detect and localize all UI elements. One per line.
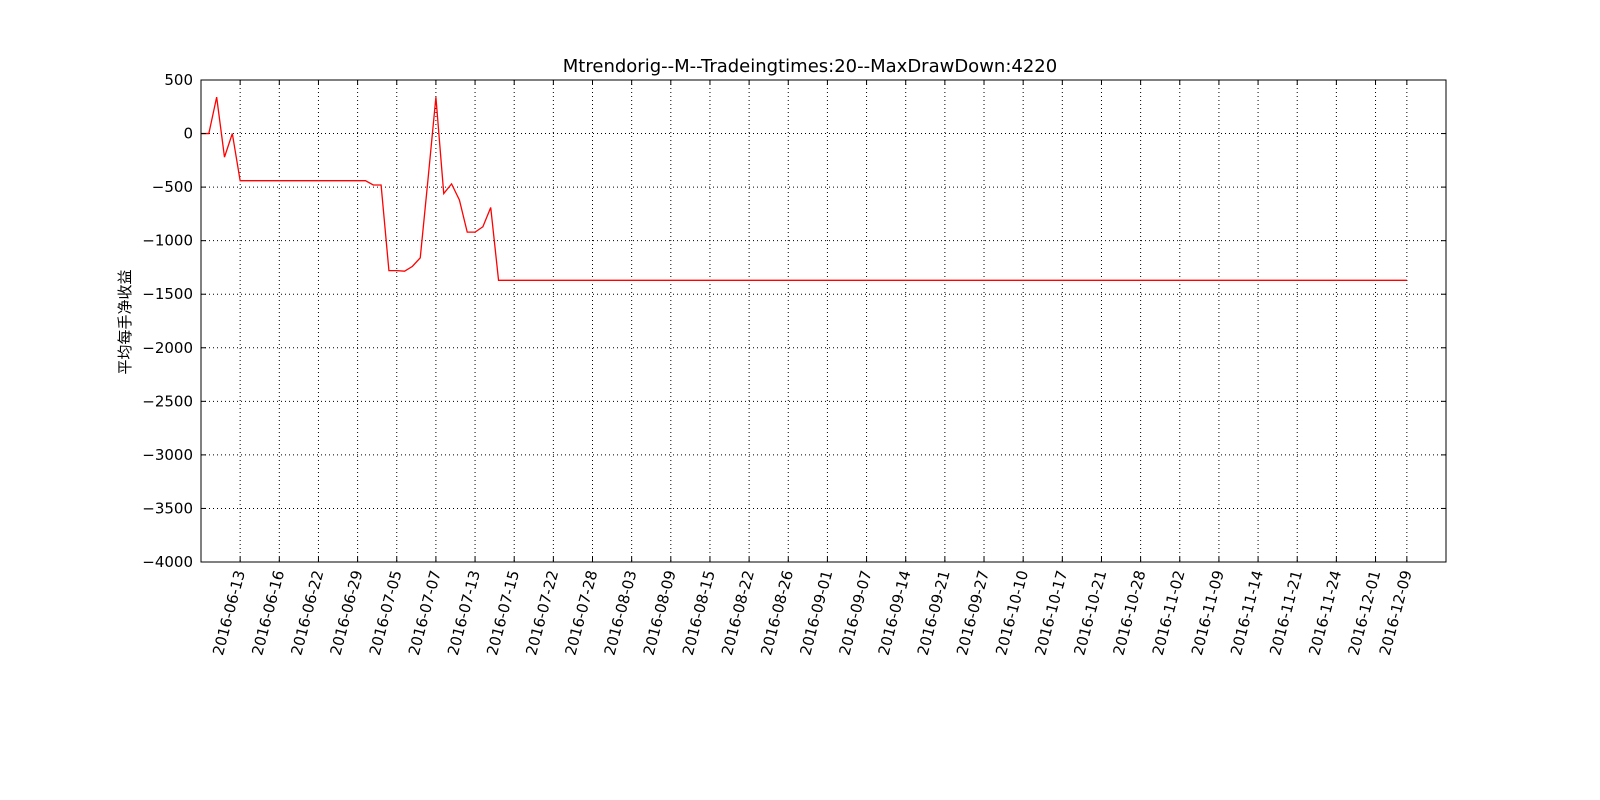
y-axis-label: 平均每手净收益 (116, 269, 134, 374)
y-tick-label: −2500 (142, 392, 193, 410)
y-tick-label: −3000 (142, 446, 193, 464)
y-tick-label: −1000 (142, 232, 193, 250)
chart-title: Mtrendorig--M--Tradeingtimes:20--MaxDraw… (563, 56, 1057, 77)
x-tick-label: 2016-09-07 (835, 568, 875, 657)
x-tick-label: 2016-09-01 (796, 568, 836, 657)
x-tick-label: 2016-07-28 (561, 568, 601, 657)
x-tick-label: 2016-06-16 (248, 568, 288, 657)
x-tick-label: 2016-10-17 (1031, 568, 1071, 657)
x-tick-label: 2016-10-21 (1070, 568, 1110, 657)
y-tick-label: −1500 (142, 285, 193, 303)
y-tick-label: −4000 (142, 553, 193, 571)
x-tick-label: 2016-06-29 (327, 568, 367, 657)
x-tick-label: 2016-06-13 (209, 568, 249, 657)
x-tick-label: 2016-07-13 (444, 568, 484, 657)
x-tick-label: 2016-08-09 (640, 568, 680, 657)
x-tick-label: 2016-10-10 (992, 568, 1032, 657)
y-tick-label: 500 (164, 71, 193, 89)
x-tick-label: 2016-08-03 (601, 568, 641, 657)
x-tick-label: 2016-11-24 (1305, 568, 1345, 657)
x-tick-label: 2016-10-28 (1110, 568, 1150, 657)
plot-frame (200, 79, 1447, 563)
x-tick-label: 2016-11-21 (1266, 568, 1306, 657)
x-tick-label: 2016-07-07 (405, 568, 445, 657)
grid (201, 80, 1446, 562)
x-tick-label: 2016-07-05 (366, 568, 406, 657)
x-tick-label: 2016-07-15 (483, 568, 523, 657)
x-tick-label: 2016-08-26 (757, 568, 797, 657)
x-tick-label: 2016-11-02 (1149, 568, 1189, 657)
series-line-0 (201, 97, 1407, 281)
y-ticks: 500 0 −500 −1000 −1500 −2000 −2500 −3000 −3500 −4… (142, 71, 1446, 571)
x-tick-label: 2016-06-22 (287, 568, 327, 657)
x-tick-label: 2016-11-14 (1227, 568, 1267, 657)
y-tick-label: −2000 (142, 339, 193, 357)
x-tick-label: 2016-09-27 (953, 568, 993, 657)
x-tick-label: 2016-08-22 (718, 568, 758, 657)
series-layer (201, 97, 1407, 281)
x-tick-label: 2016-07-22 (522, 568, 562, 657)
x-tick-label: 2016-09-21 (914, 568, 954, 657)
y-tick-label: −3500 (142, 499, 193, 517)
x-tick-label: 2016-08-15 (679, 568, 719, 657)
y-tick-label: 0 (183, 125, 193, 143)
x-tick-label: 2016-09-14 (875, 568, 915, 657)
x-tick-label: 2016-11-09 (1188, 568, 1228, 657)
x-ticks: 2016-06-13 2016-06-16 2016-06-22 2016-06-29… (209, 80, 1416, 657)
y-tick-label: −500 (152, 178, 193, 196)
